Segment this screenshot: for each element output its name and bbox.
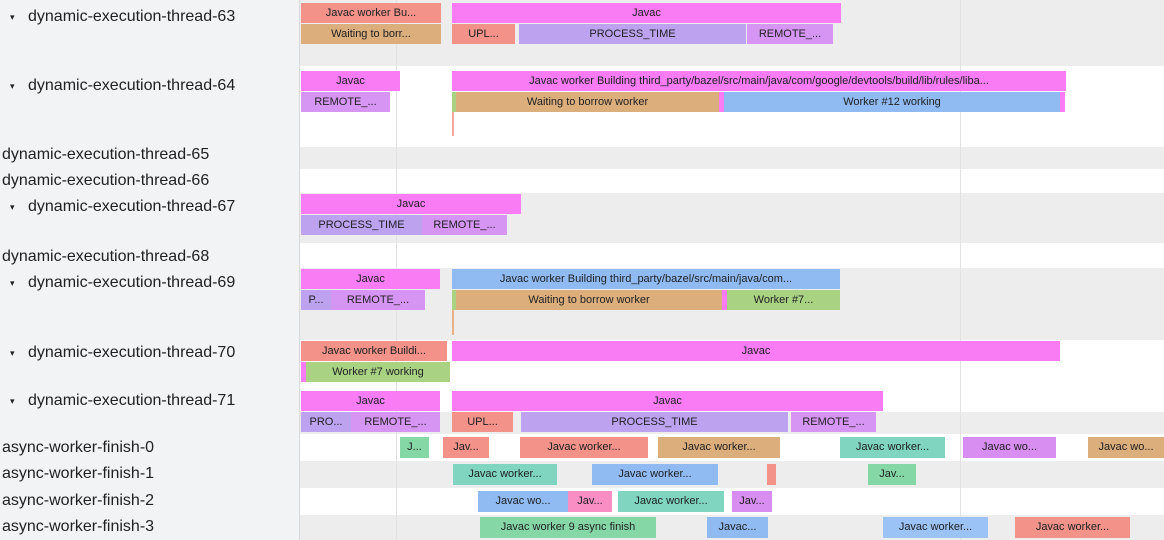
sidebar-item-thread-65[interactable]: dynamic-execution-thread-65 xyxy=(2,144,209,165)
trace-slice[interactable]: Waiting to borr... xyxy=(301,24,441,44)
trace-slice[interactable]: REMOTE_... xyxy=(351,412,440,432)
trace-slice[interactable]: Worker #7 working xyxy=(306,362,450,382)
track-label: async-worker-finish-0 xyxy=(2,439,155,456)
sidebar-item-thread-71[interactable]: ▾ dynamic-execution-thread-71 xyxy=(10,390,235,411)
trace-slice[interactable]: Javac wo... xyxy=(963,437,1056,458)
timeline-canvas[interactable]: Javac worker Bu... Javac Waiting to borr..… xyxy=(300,0,1164,540)
track-label: async-worker-finish-1 xyxy=(2,465,155,482)
time-gridline xyxy=(960,0,961,540)
sidebar-item-async-worker-finish-0[interactable]: async-worker-finish-0 xyxy=(2,437,154,458)
chevron-down-icon[interactable]: ▾ xyxy=(10,202,15,212)
trace-slice[interactable]: Javac xyxy=(301,194,521,214)
trace-slice[interactable]: Javac xyxy=(301,269,440,289)
trace-slice[interactable]: Javac worker Building third_party/bazel/… xyxy=(452,71,1066,91)
trace-slice[interactable] xyxy=(767,464,776,485)
trace-slice[interactable]: Javac xyxy=(452,391,883,411)
trace-slice[interactable]: Javac xyxy=(301,71,400,91)
chevron-down-icon[interactable]: ▾ xyxy=(10,81,15,91)
track-label: dynamic-execution-thread-66 xyxy=(2,172,210,189)
track-label: async-worker-finish-3 xyxy=(2,518,155,535)
trace-slice[interactable]: Javac... xyxy=(707,517,768,538)
trace-slice[interactable] xyxy=(722,290,727,310)
trace-slice[interactable]: Javac worker... xyxy=(840,437,945,458)
trace-slice[interactable]: Javac worker... xyxy=(592,464,718,485)
trace-slice[interactable]: P... xyxy=(301,290,331,310)
trace-slice[interactable]: PROCESS_TIME xyxy=(519,24,746,44)
trace-slice[interactable]: REMOTE_... xyxy=(301,92,390,112)
trace-slice[interactable]: Javac worker... xyxy=(453,464,557,485)
trace-slice[interactable]: REMOTE_... xyxy=(747,24,833,44)
track-label: async-worker-finish-2 xyxy=(2,492,155,509)
track-label: dynamic-execution-thread-70 xyxy=(28,344,236,361)
trace-slice[interactable]: Waiting to borrow worker xyxy=(456,92,719,112)
trace-slice[interactable]: Worker #7... xyxy=(727,290,840,310)
track-label: dynamic-execution-thread-68 xyxy=(2,248,210,265)
trace-slice[interactable]: Javac worker... xyxy=(520,437,648,458)
sidebar-item-async-worker-finish-2[interactable]: async-worker-finish-2 xyxy=(2,490,154,511)
trace-slice[interactable]: Javac worker Buildi... xyxy=(301,341,447,361)
trace-slice[interactable]: Jav... xyxy=(868,464,916,485)
instant-event-tick[interactable] xyxy=(452,112,454,136)
trace-slice[interactable] xyxy=(452,92,456,112)
trace-slice[interactable] xyxy=(452,290,456,310)
trace-slice[interactable]: Waiting to borrow worker xyxy=(456,290,722,310)
sidebar-item-thread-67[interactable]: ▾ dynamic-execution-thread-67 xyxy=(10,196,235,217)
trace-slice[interactable]: J... xyxy=(400,437,429,458)
trace-slice[interactable]: Javac worker Bu... xyxy=(301,3,441,23)
track-label: dynamic-execution-thread-65 xyxy=(2,146,210,163)
trace-slice[interactable]: Javac xyxy=(452,341,1060,361)
trace-slice[interactable]: Javac xyxy=(452,3,841,23)
row-background-band xyxy=(300,461,1164,488)
track-label: dynamic-execution-thread-71 xyxy=(28,392,236,409)
trace-slice[interactable]: Javac worker... xyxy=(1015,517,1130,538)
trace-slice[interactable]: REMOTE_... xyxy=(791,412,876,432)
trace-slice[interactable]: Jav... xyxy=(732,491,772,512)
trace-slice[interactable]: Javac worker... xyxy=(618,491,724,512)
trace-slice[interactable]: Javac wo... xyxy=(478,491,568,512)
sidebar-item-async-worker-finish-3[interactable]: async-worker-finish-3 xyxy=(2,516,154,537)
sidebar-item-thread-66[interactable]: dynamic-execution-thread-66 xyxy=(2,170,209,191)
sidebar-item-thread-63[interactable]: ▾ dynamic-execution-thread-63 xyxy=(10,6,235,27)
trace-slice[interactable] xyxy=(719,92,724,112)
track-label: dynamic-execution-thread-69 xyxy=(28,274,236,291)
trace-slice[interactable]: PROCESS_TIME xyxy=(301,215,422,235)
sidebar-item-thread-70[interactable]: ▾ dynamic-execution-thread-70 xyxy=(10,342,235,363)
track-label: dynamic-execution-thread-67 xyxy=(28,198,236,215)
trace-slice[interactable]: REMOTE_... xyxy=(331,290,425,310)
trace-slice[interactable]: Javac worker Building third_party/bazel/… xyxy=(452,269,840,289)
trace-slice[interactable]: Jav... xyxy=(568,491,612,512)
trace-slice[interactable]: Worker #12 working xyxy=(724,92,1060,112)
trace-slice[interactable]: Javac xyxy=(301,391,440,411)
trace-slice[interactable]: Jav... xyxy=(443,437,489,458)
sidebar-item-async-worker-finish-1[interactable]: async-worker-finish-1 xyxy=(2,463,154,484)
trace-slice[interactable] xyxy=(301,362,306,382)
sidebar-item-thread-68[interactable]: dynamic-execution-thread-68 xyxy=(2,246,209,267)
trace-slice[interactable]: PRO... xyxy=(301,412,351,432)
chevron-down-icon[interactable]: ▾ xyxy=(10,12,15,22)
trace-slice[interactable]: Javac worker 9 async finish xyxy=(480,517,656,538)
trace-slice[interactable]: Javac worker... xyxy=(658,437,780,458)
trace-slice[interactable] xyxy=(1060,92,1065,112)
row-background-band xyxy=(300,147,1164,169)
sidebar-item-thread-64[interactable]: ▾ dynamic-execution-thread-64 xyxy=(10,75,235,96)
track-label-sidebar: ▾ dynamic-execution-thread-63 ▾ dynamic-ex… xyxy=(0,0,300,540)
trace-slice[interactable]: Javac worker... xyxy=(883,517,988,538)
track-label: dynamic-execution-thread-64 xyxy=(28,77,236,94)
trace-slice[interactable]: REMOTE_... xyxy=(422,215,507,235)
track-label: dynamic-execution-thread-63 xyxy=(28,8,236,25)
sidebar-item-thread-69[interactable]: ▾ dynamic-execution-thread-69 xyxy=(10,272,235,293)
trace-slice[interactable]: Javac wo... xyxy=(1088,437,1164,458)
trace-slice[interactable]: PROCESS_TIME xyxy=(521,412,788,432)
trace-slice[interactable]: UPL... xyxy=(452,24,515,44)
chevron-down-icon[interactable]: ▾ xyxy=(10,396,15,406)
instant-event-tick[interactable] xyxy=(452,310,454,335)
trace-slice[interactable]: UPL... xyxy=(452,412,513,432)
chevron-down-icon[interactable]: ▾ xyxy=(10,278,15,288)
chevron-down-icon[interactable]: ▾ xyxy=(10,348,15,358)
